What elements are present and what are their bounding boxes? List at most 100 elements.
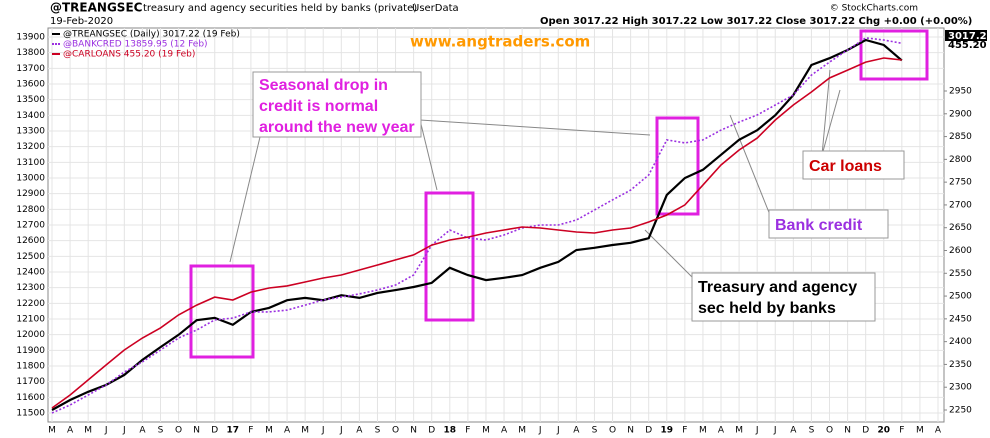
note-box <box>802 150 905 180</box>
y-tick-label: 12300 <box>16 283 45 293</box>
y-tick-label: 13800 <box>16 48 45 58</box>
y-tick-label: 12400 <box>16 268 45 278</box>
annotation: Seasonal drop in <box>259 77 388 94</box>
y-tick-label: 13100 <box>16 158 45 168</box>
y-tick-label: 12700 <box>16 221 45 231</box>
credit: © StockCharts.com <box>830 4 918 14</box>
y-tick-label: 13500 <box>16 95 45 105</box>
chart-title: @TREANGSEC <box>50 1 143 15</box>
legend-label: @CARLOANS 455.20 (19 Feb) <box>63 50 195 60</box>
series-line <box>51 38 903 411</box>
x-tick-label: S <box>158 426 164 436</box>
x-tick-label: J <box>755 426 759 436</box>
subtitle: treasury and agency securities held by b… <box>143 3 417 14</box>
x-tick-label: A <box>139 426 146 436</box>
x-tick-label: F <box>899 426 904 436</box>
x-tick-label: N <box>193 426 200 436</box>
x-tick-label: O <box>392 426 399 436</box>
x-tick-label: J <box>538 426 542 436</box>
x-tick-label: A <box>284 426 291 436</box>
series-line <box>51 57 902 409</box>
last-box <box>945 30 987 41</box>
y-tick-label: 13000 <box>16 174 45 184</box>
x-tick-label: 18 <box>444 426 457 436</box>
y2-tick-label: 2850 <box>949 132 972 142</box>
x-tick-label: D <box>862 426 869 436</box>
y-tick-label: 12500 <box>16 252 45 262</box>
source-tag: UserData <box>412 3 459 14</box>
x-tick-label: S <box>809 426 815 436</box>
y2-tick-label: 2350 <box>949 360 972 370</box>
x-tick-label: M <box>518 426 526 436</box>
x-tick-label: F <box>465 426 470 436</box>
y-tick-label: 11600 <box>16 393 45 403</box>
watermark: www.angtraders.com <box>410 33 590 51</box>
annotation: Car loans <box>809 158 882 175</box>
x-tick-label: 17 <box>227 426 240 436</box>
y-tick-label: 13300 <box>16 127 45 137</box>
last-label: 3017.22 <box>948 31 990 42</box>
x-tick-label: A <box>67 426 74 436</box>
x-tick-label: A <box>573 426 580 436</box>
y-tick-label: 12900 <box>16 189 45 199</box>
y-tick-label: 12200 <box>16 299 45 309</box>
y2-tick-label: 2900 <box>949 109 972 119</box>
highlight-boxes <box>189 29 929 359</box>
x-tick-label: D <box>645 426 652 436</box>
x-tick-label: J <box>321 426 325 436</box>
y-tick-label: 11900 <box>16 346 45 356</box>
y2-tick-label: 2400 <box>949 337 972 347</box>
callouts <box>229 69 841 281</box>
y-tick-label: 11500 <box>16 409 45 419</box>
x-tick-label: M <box>699 426 707 436</box>
x-tick-label: N <box>844 426 851 436</box>
y2-tick-label: 2700 <box>949 200 972 210</box>
y-tick-label: 13200 <box>16 142 45 152</box>
x-tick-label: O <box>609 426 616 436</box>
x-tick-label: M <box>48 426 56 436</box>
x-tick-label: N <box>410 426 417 436</box>
x-tick-label: A <box>501 426 508 436</box>
x-tick-label: 19 <box>661 426 674 436</box>
x-tick-label: M <box>84 426 92 436</box>
y2-tick-label: 2600 <box>949 246 972 256</box>
legend-label: @TREANGSEC (Daily) 3017.22 (19 Feb) <box>63 30 240 40</box>
x-tick-label: A <box>790 426 797 436</box>
y-tick-label: 12000 <box>16 330 45 340</box>
annotation: credit is normal <box>259 98 378 115</box>
y2-tick-label: 2450 <box>949 314 972 324</box>
annotation: around the new year <box>259 119 415 136</box>
annotation: Bank credit <box>775 217 863 234</box>
x-tick-label: M <box>482 426 490 436</box>
y2-tick-label: 2650 <box>949 223 972 233</box>
x-tick-label: 20 <box>877 426 890 436</box>
annotation: sec held by banks <box>698 300 836 317</box>
y2-tick-label: 2950 <box>949 87 972 97</box>
y2-tick-label: 2800 <box>949 155 972 165</box>
ohlc: Open 3017.22 High 3017.22 Low 3017.22 Cl… <box>540 16 972 27</box>
y2-tick-label: 2500 <box>949 292 972 302</box>
y-tick-label: 13700 <box>16 64 45 74</box>
x-tick-label: S <box>592 426 598 436</box>
x-tick-label: J <box>773 426 777 436</box>
x-tick-label: A <box>935 426 942 436</box>
x-tick-label: J <box>556 426 560 436</box>
x-tick-label: D <box>428 426 435 436</box>
x-tick-label: A <box>356 426 363 436</box>
x-tick-label: F <box>248 426 253 436</box>
series-line <box>51 37 902 414</box>
y-tick-label: 13900 <box>16 33 45 43</box>
y2-tick-label: 2550 <box>949 269 972 279</box>
y-tick-label: 12100 <box>16 315 45 325</box>
y-tick-label: 13400 <box>16 111 45 121</box>
x-tick-label: J <box>122 426 126 436</box>
x-tick-label: M <box>916 426 924 436</box>
note-box <box>252 71 422 138</box>
y-tick-label: 12800 <box>16 205 45 215</box>
y2-tick-label: 2300 <box>949 383 972 393</box>
y-tick-label: 11700 <box>16 377 45 387</box>
x-tick-label: S <box>375 426 381 436</box>
y-tick-label: 12600 <box>16 236 45 246</box>
y-tick-label: 11800 <box>16 362 45 372</box>
